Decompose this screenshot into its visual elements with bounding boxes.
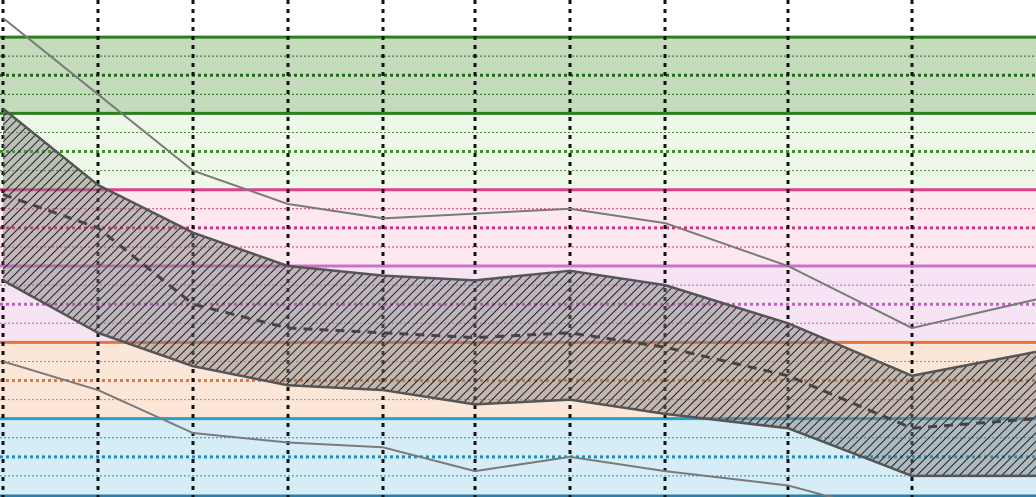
series-line-band-lower: [2, 279, 1036, 478]
series-line-median: [2, 193, 1036, 430]
series-line-outer-upper: [2, 17, 1036, 330]
series-line-band-upper: [2, 107, 1036, 377]
hatched-range-area: [3, 108, 1036, 476]
